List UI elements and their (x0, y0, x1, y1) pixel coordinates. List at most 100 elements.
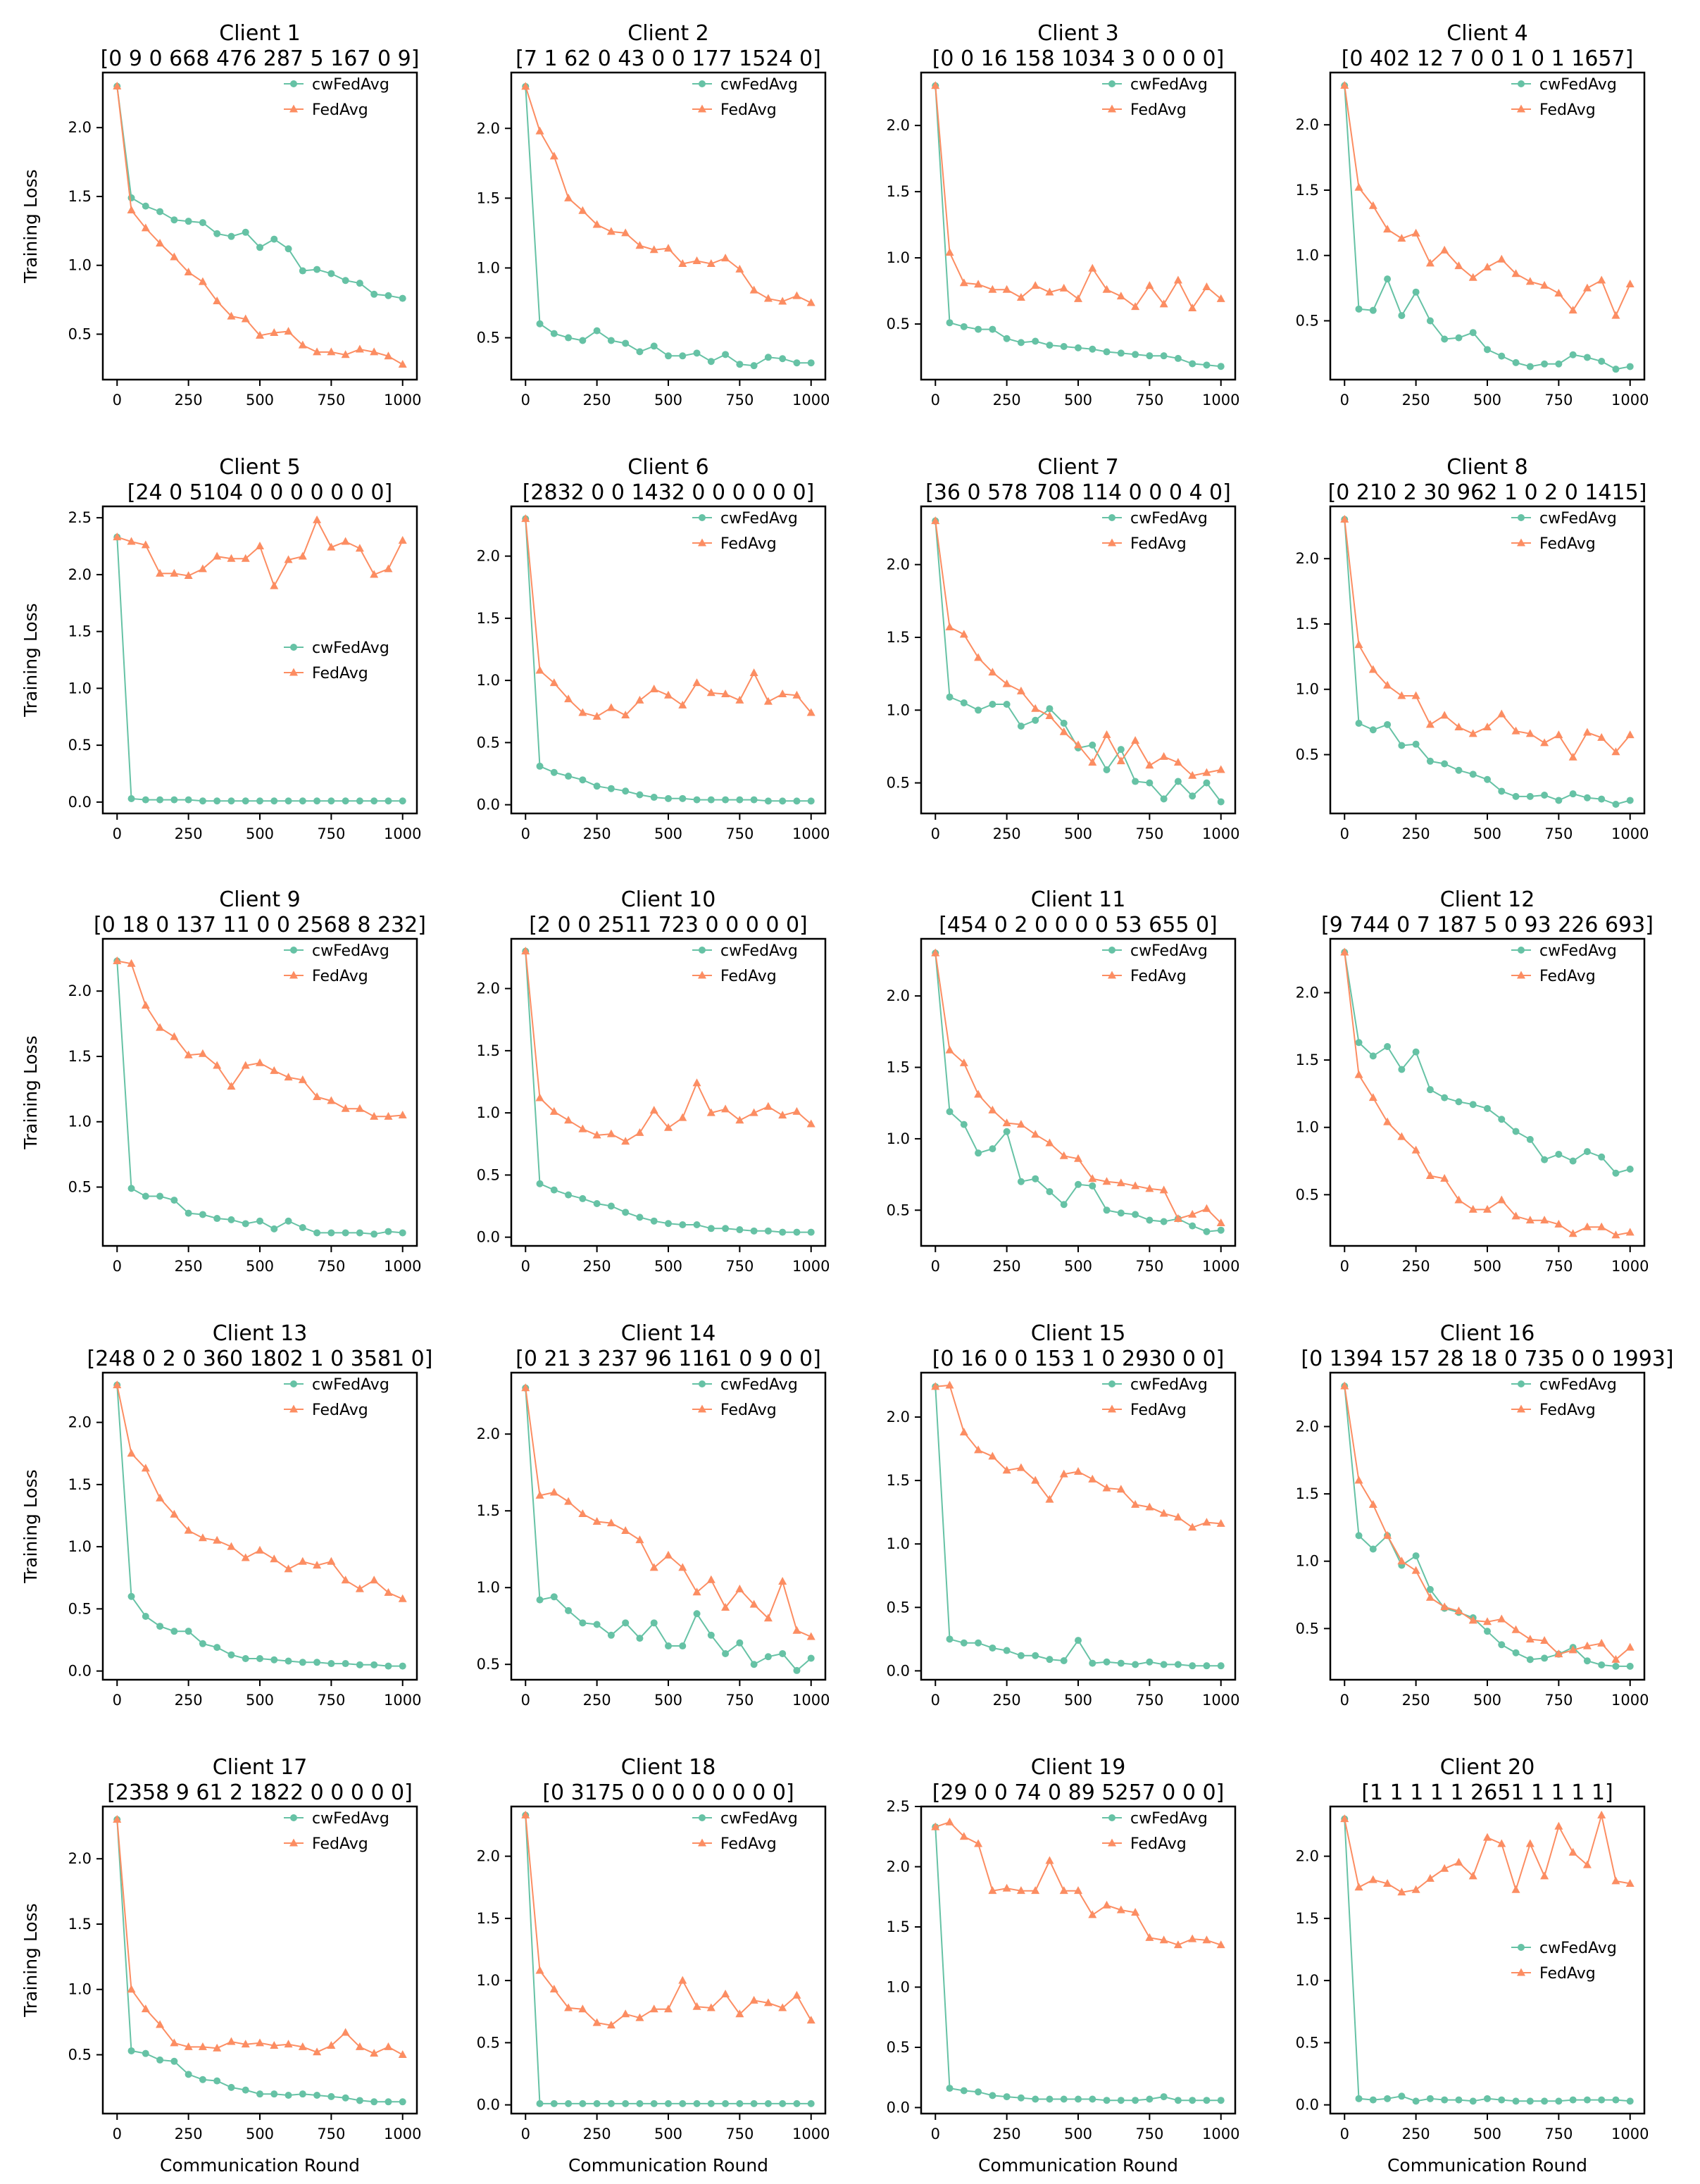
data-point-fedavg (592, 2018, 601, 2026)
plot-area-frame (1329, 937, 1646, 1247)
y-tick-label: 2.0 (1296, 1418, 1319, 1435)
y-tick-label: 1.0 (68, 257, 92, 274)
data-point-cwfedavg (636, 791, 644, 799)
data-point-cwfedavg (1174, 354, 1182, 362)
data-point-cwfedavg (1003, 1647, 1011, 1654)
data-point-fedavg (113, 1380, 122, 1389)
y-tick-label: 0.0 (68, 794, 92, 811)
data-point-cwfedavg (1117, 349, 1125, 357)
legend-marker-cwfedavg (699, 1380, 706, 1387)
data-point-fedavg (706, 2003, 715, 2011)
data-point-fedavg (1131, 1499, 1140, 1508)
data-point-fedavg (241, 2040, 250, 2048)
data-point-cwfedavg (579, 337, 587, 344)
data-point-fedavg (1397, 1887, 1406, 1896)
legend-marker-fedavg (698, 1404, 706, 1413)
data-point-cwfedavg (593, 782, 601, 790)
x-tick-label: 500 (1473, 825, 1501, 842)
data-point-fedavg (1116, 292, 1125, 300)
y-tick-label: 1.5 (477, 610, 500, 627)
x-tick-label: 0 (1340, 1258, 1349, 1275)
data-point-cwfedavg (565, 1606, 573, 1614)
data-point-fedavg (1031, 1475, 1040, 1484)
data-point-cwfedavg (793, 797, 801, 805)
series-line-fedavg (1344, 951, 1630, 1236)
data-point-cwfedavg (1455, 2096, 1463, 2104)
data-point-fedavg (1397, 1132, 1406, 1140)
legend-label-cwfedavg: cwFedAvg (720, 1810, 798, 1828)
legend-label-fedavg: FedAvg (1539, 1965, 1596, 1983)
data-point-cwfedavg (1469, 1101, 1477, 1109)
data-point-fedavg (1159, 1509, 1168, 1517)
data-point-cwfedavg (1032, 2095, 1039, 2103)
data-point-fedavg (988, 1105, 997, 1113)
x-tick-label: 250 (993, 2126, 1021, 2142)
data-point-fedavg (298, 551, 307, 560)
data-point-fedavg (988, 1452, 997, 1460)
x-tick-label: 250 (175, 1692, 203, 1709)
data-point-cwfedavg (1146, 352, 1154, 360)
x-tick-label: 500 (654, 1692, 682, 1709)
x-tick-label: 250 (175, 392, 203, 408)
data-point-fedavg (227, 1542, 236, 1550)
panel-title: Client 8 (1446, 455, 1527, 480)
data-point-fedavg (578, 2004, 587, 2013)
data-point-fedavg (1116, 1485, 1125, 1493)
data-point-cwfedavg (793, 1228, 801, 1236)
data-point-cwfedavg (1612, 1169, 1620, 1177)
panel-subtitle: [0 1394 157 28 18 0 735 0 0 1993] (1301, 1347, 1673, 1371)
data-point-fedavg (1088, 1174, 1097, 1183)
data-point-fedavg (127, 1985, 136, 1993)
legend-label-cwfedavg: cwFedAvg (312, 942, 389, 960)
data-point-cwfedavg (1103, 766, 1111, 774)
y-tick-label: 1.0 (477, 1972, 500, 1989)
data-point-cwfedavg (550, 1593, 558, 1601)
y-tick-label: 2.0 (477, 980, 500, 997)
panel-subtitle: [0 210 2 30 962 1 0 2 0 1415] (1328, 480, 1647, 505)
legend-label-fedavg: FedAvg (1539, 1402, 1596, 1419)
data-point-cwfedavg (1469, 329, 1477, 337)
data-point-fedavg (227, 311, 236, 320)
data-point-fedavg (1131, 736, 1140, 744)
data-point-fedavg (1145, 1184, 1154, 1192)
y-tick-label: 0.5 (477, 1166, 500, 1183)
y-tick-label: 2.0 (68, 1850, 92, 1867)
legend-label-fedavg: FedAvg (312, 968, 368, 985)
x-tick-label: 1000 (384, 1258, 421, 1275)
data-point-fedavg (735, 264, 744, 273)
data-point-fedavg (749, 1599, 758, 1608)
data-point-fedavg (1188, 1209, 1197, 1218)
legend-marker-fedavg (1108, 1838, 1116, 1847)
data-point-fedavg (227, 554, 236, 562)
x-tick-label: 1000 (1202, 1692, 1239, 1709)
panel-client-12: Client 12[9 744 0 7 187 5 0 93 226 693] 0… (1296, 887, 1654, 1275)
data-point-cwfedavg (736, 2099, 744, 2107)
data-point-fedavg (1173, 758, 1182, 766)
data-point-cwfedavg (1384, 275, 1392, 283)
x-tick-label: 1000 (792, 825, 830, 842)
data-point-fedavg (1116, 756, 1125, 765)
panel-title: Client 6 (627, 455, 708, 480)
data-point-fedavg (635, 241, 644, 249)
data-point-cwfedavg (779, 2099, 787, 2107)
data-point-cwfedavg (565, 2099, 573, 2107)
legend-label-fedavg: FedAvg (312, 101, 368, 119)
data-point-cwfedavg (327, 2092, 335, 2100)
x-tick-label: 250 (1402, 825, 1430, 842)
data-point-cwfedavg (127, 194, 135, 201)
data-point-fedavg (945, 1380, 954, 1389)
data-point-cwfedavg (256, 244, 263, 251)
data-point-cwfedavg (579, 776, 587, 784)
data-point-fedavg (1016, 1886, 1025, 1895)
data-point-cwfedavg (550, 1186, 558, 1194)
data-point-cwfedavg (1103, 1658, 1111, 1666)
data-point-fedavg (521, 947, 530, 955)
data-point-cwfedavg (313, 2092, 321, 2099)
data-point-cwfedavg (764, 797, 772, 805)
data-point-fedavg (1582, 1860, 1592, 1868)
data-point-cwfedavg (156, 2056, 164, 2064)
data-point-cwfedavg (199, 219, 206, 227)
data-point-fedavg (1340, 1814, 1349, 1823)
series-line-cwfedavg (525, 951, 811, 1233)
data-point-fedavg (313, 1092, 322, 1100)
